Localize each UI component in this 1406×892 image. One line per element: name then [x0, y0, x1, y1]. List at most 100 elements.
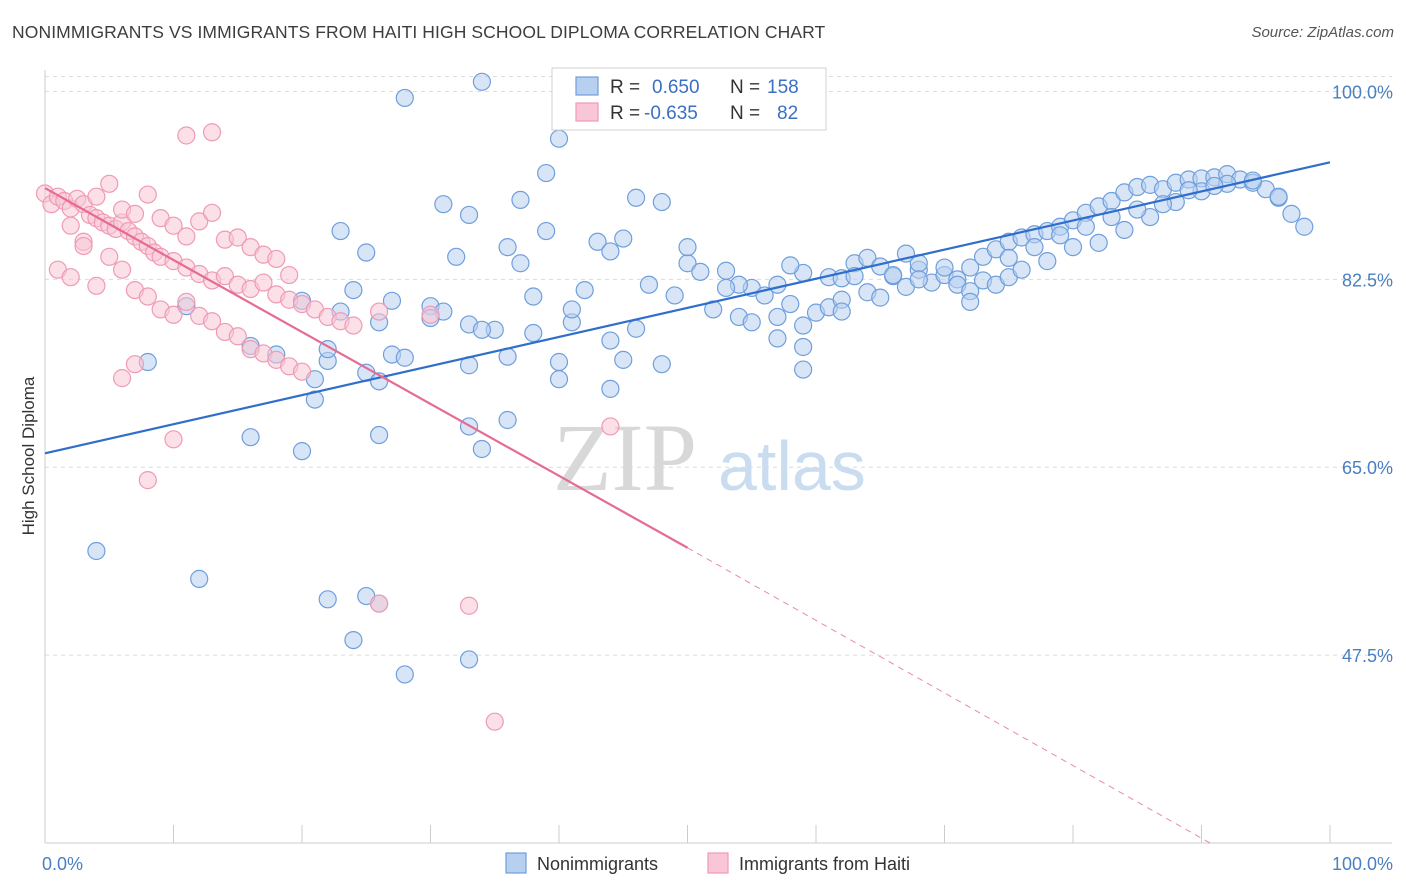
nonimmigrants-point [742, 313, 761, 332]
nonimmigrants-point [1205, 176, 1224, 196]
nonimmigrants-point [87, 541, 106, 561]
nonimmigrants-point [601, 379, 620, 398]
haiti-trend-extension [687, 547, 1211, 844]
nonimmigrants-point [1051, 226, 1070, 245]
nonimmigrants-point [588, 232, 607, 251]
y-axis-title: High School Diploma [19, 376, 38, 535]
nonimmigrants-point [524, 287, 543, 306]
haiti-point [228, 228, 247, 247]
haiti-point [459, 596, 479, 615]
top-legend-n-value-1: 158 [767, 77, 799, 98]
haiti-point [485, 712, 504, 731]
bottom-legend: Nonimmigrants Immigrants from Haiti [505, 852, 910, 874]
top-legend-r-value-2: -0.635 [644, 103, 698, 124]
nonimmigrants-point [1063, 238, 1083, 257]
nonimmigrants-point [344, 630, 363, 650]
nonimmigrants-point [1282, 204, 1301, 223]
nonimmigrants-point [614, 350, 633, 369]
top-legend-r-label-1: R = [610, 77, 640, 98]
nonimmigrants-point [1025, 238, 1044, 257]
x-tick-label: 0.0% [42, 854, 83, 874]
tick-labels: 100.0% 82.5% 65.0% 47.5% 0.0% 100.0% [42, 82, 1393, 874]
nonimmigrants-point [999, 248, 1018, 267]
chart-source: Source: ZipAtlas.com [1251, 24, 1394, 41]
nonimmigrants-point [549, 352, 569, 372]
nonimmigrants-point [794, 316, 813, 335]
nonimmigrants-point [537, 163, 556, 183]
haiti-point [164, 305, 183, 324]
haiti-point [112, 369, 132, 388]
haiti-point [100, 174, 119, 193]
y-tick-label: 100.0% [1332, 82, 1393, 102]
haiti-point [125, 355, 145, 374]
trend-lines [44, 161, 1331, 844]
top-legend: R = 0.650 N = 158 R = -0.635 N = 82 [551, 67, 827, 131]
nonimmigrants-point [961, 258, 980, 277]
nonimmigrants-point [1038, 252, 1057, 271]
nonimmigrants-point [768, 307, 787, 327]
haiti-point [87, 276, 106, 295]
haiti-point [87, 187, 106, 206]
nonimmigrants-point [472, 320, 491, 339]
nonimmigrants-point [292, 442, 312, 461]
top-legend-n-value-2: 82 [777, 103, 798, 124]
haiti-point [190, 212, 209, 231]
nonimmigrants-point [190, 569, 209, 588]
nonimmigrants-point [1012, 260, 1031, 279]
nonimmigrants-point [395, 348, 414, 367]
chart-title: NONIMMIGRANTS VS IMMIGRANTS FROM HAITI H… [12, 22, 826, 42]
nonimmigrants-point [1295, 217, 1314, 236]
haiti-point [61, 268, 80, 287]
y-tick-label: 82.5% [1342, 270, 1393, 290]
nonimmigrants-point [781, 256, 800, 275]
nonimmigrants-trend-line [44, 161, 1331, 455]
bottom-legend-label-haiti: Immigrants from Haiti [739, 854, 910, 874]
haiti-point [138, 185, 157, 204]
haiti-point [370, 594, 389, 613]
nonimmigrants-point [768, 329, 787, 348]
nonimmigrants-point [639, 275, 659, 294]
nonimmigrants-point [562, 300, 581, 319]
nonimmigrants-point [716, 278, 736, 298]
nonimmigrants-point [665, 286, 684, 305]
bottom-legend-label-nonimmigrants: Nonimmigrants [537, 854, 658, 874]
haiti-point [601, 417, 620, 436]
haiti-point [138, 287, 157, 306]
nonimmigrants-point [626, 188, 646, 207]
top-legend-swatch-pink [575, 102, 599, 122]
watermark-zip: ZIP [553, 404, 697, 511]
nonimmigrants-point [549, 129, 569, 148]
nonimmigrants-point [549, 370, 569, 389]
nonimmigrants-point [395, 665, 414, 684]
haiti-point [125, 204, 145, 223]
nonimmigrants-point [459, 650, 479, 669]
haiti-point [292, 362, 312, 381]
nonimmigrants-point [794, 360, 813, 379]
nonimmigrants-point [871, 288, 890, 307]
haiti-point [215, 267, 234, 286]
nonimmigrants-point [1269, 187, 1288, 206]
nonimmigrants-point [357, 243, 376, 262]
nonimmigrants-point [614, 229, 633, 248]
top-legend-swatch-blue [575, 76, 599, 96]
nonimmigrants-point [961, 292, 980, 311]
series-nonimmigrants-points [87, 72, 1314, 684]
haiti-point [254, 273, 273, 292]
haiti-point [177, 227, 196, 246]
nonimmigrants-point [498, 410, 517, 430]
nonimmigrants-point [1076, 217, 1095, 236]
nonimmigrants-point [241, 428, 260, 447]
haiti-point [267, 249, 286, 269]
nonimmigrants-point [382, 291, 402, 310]
nonimmigrants-point [575, 280, 594, 300]
haiti-point [138, 471, 157, 490]
nonimmigrants-point [434, 195, 453, 214]
nonimmigrants-point [524, 323, 543, 343]
nonimmigrants-point [832, 302, 851, 321]
haiti-point [202, 123, 222, 142]
nonimmigrants-point [447, 247, 466, 266]
series-haiti-points [35, 123, 620, 731]
haiti-point [202, 312, 222, 331]
x-tick-label: 100.0% [1332, 854, 1393, 874]
